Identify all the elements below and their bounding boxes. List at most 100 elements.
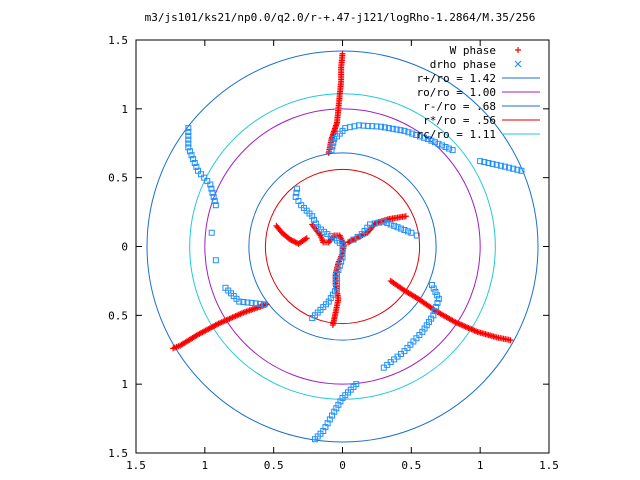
drho-phase-point-111 [431, 308, 438, 315]
drho-phase-point-8 [309, 213, 316, 220]
y-tick-label-2: 0.5 [108, 309, 128, 322]
drho-phase-point-92 [449, 147, 456, 154]
axis-ticks: 1.5 1 0.5 0 0.5 1 1.51.510.500.511.5 [108, 34, 559, 472]
drho-phase-point-173 [191, 159, 198, 166]
drho-phase-point-107 [434, 292, 441, 299]
drho-phase-point-151 [248, 299, 255, 306]
drho-phase-point-152 [244, 299, 251, 306]
legend-label-5: r*/ro = .56 [423, 114, 496, 127]
drho-phase-point-176 [186, 148, 193, 155]
drho-phase-point-19 [339, 242, 346, 249]
legend-label-2: r+/ro = 1.42 [417, 72, 496, 85]
drho-phase-point-106 [432, 288, 439, 295]
drho-phase-point-98 [497, 162, 504, 169]
drho-phase-point-51 [391, 222, 398, 229]
drho-phase-point-163 [211, 198, 218, 205]
drho-phase-points [185, 122, 525, 443]
drho-phase-point-10 [312, 220, 319, 227]
drho-phase-point-89 [439, 142, 446, 149]
x-tick-label-3: 0 [339, 459, 346, 472]
drho-phase-point-58 [328, 147, 335, 154]
drho-phase-point-88 [435, 140, 442, 147]
drho-phase-point-179 [185, 136, 192, 143]
drho-phase-point-93 [477, 158, 484, 165]
drho-phase-point-85 [424, 136, 431, 143]
drho-phase-point-48 [380, 218, 387, 225]
legend-label-4: r-/ro = .68 [423, 100, 496, 113]
drho-phase-point-153 [240, 299, 247, 306]
drho-phase-point-9 [311, 216, 318, 223]
w-phase-point-134 [289, 237, 296, 244]
drho-phase-point-75 [385, 125, 392, 132]
drho-phase-point-164 [210, 193, 217, 200]
w-phase-point-286 [507, 337, 514, 344]
drho-phase-point-168 [204, 178, 211, 185]
x-tick-label-4: 0.5 [401, 459, 421, 472]
drho-phase-point-80 [405, 129, 412, 136]
drho-phase-point-74 [381, 124, 388, 131]
drho-phase-point-78 [397, 127, 404, 134]
drho-phase-point-169 [201, 174, 208, 181]
drho-phase-point-73 [378, 123, 385, 130]
w-phase-point-143 [302, 236, 309, 243]
legend-label-6: rc/ro = 1.11 [417, 128, 496, 141]
drho-phase-point-49 [384, 220, 391, 227]
drho-phase-point-95 [485, 159, 492, 166]
y-tick-label-1: 1 [121, 378, 128, 391]
drho-phase-point-102 [514, 166, 521, 173]
drho-phase-point-55 [404, 228, 411, 235]
reference-circle-1 [204, 108, 481, 385]
drho-phase-point-177 [185, 144, 192, 151]
legend-label-3: ro/ro = 1.00 [417, 86, 496, 99]
drho-phase-point-59 [329, 143, 336, 150]
drho-phase-point-90 [442, 143, 449, 150]
drho-phase-point-69 [360, 122, 367, 129]
y-tick-label-3: 0 [121, 241, 128, 254]
drho-phase-point-161 [208, 229, 215, 236]
drho-phase-point-50 [387, 221, 394, 228]
drho-phase-point-101 [510, 165, 517, 172]
x-tick-label-1: 1 [202, 459, 209, 472]
w-phase-point-78 [329, 321, 336, 328]
drho-phase-point-79 [401, 127, 408, 134]
chart-title: m3/js101/ks21/np0.0/q2.0/r-+.47-j121/log… [145, 11, 536, 24]
drho-phase-point-82 [413, 131, 420, 138]
legend-swatch-0 [515, 47, 521, 53]
y-tick-label-4: 0.5 [108, 172, 128, 185]
x-tick-label-6: 1.5 [539, 459, 559, 472]
drho-phase-point-97 [493, 161, 500, 168]
reference-circle-2 [248, 152, 437, 341]
w-phase-point-349 [170, 345, 177, 352]
x-tick-label-5: 1 [477, 459, 484, 472]
drho-phase-point-170 [198, 171, 205, 178]
drho-phase-point-171 [194, 167, 201, 174]
drho-phase-point-167 [207, 181, 214, 188]
drho-phase-point-56 [408, 229, 415, 236]
x-tick-label-2: 0.5 [264, 459, 284, 472]
drho-phase-point-21 [339, 250, 346, 257]
drho-phase-point-99 [501, 163, 508, 170]
drho-phase-point-24 [336, 262, 343, 269]
w-phase-point-204 [339, 50, 346, 57]
reference-circle-3 [264, 168, 421, 325]
drho-phase-point-166 [208, 185, 215, 192]
w-phase-point-119 [402, 213, 409, 220]
y-tick-label-5: 1 [121, 103, 128, 116]
drho-phase-point-149 [256, 300, 263, 307]
drho-phase-point-72 [373, 123, 380, 130]
x-tick-label-0: 1.5 [126, 459, 146, 472]
drho-phase-point-20 [339, 246, 346, 253]
drho-phase-point-91 [446, 145, 453, 152]
drho-phase-point-180 [185, 132, 192, 139]
drho-phase-point-81 [409, 130, 416, 137]
y-tick-label-0: 1.5 [108, 447, 128, 460]
drho-phase-point-83 [417, 133, 424, 140]
drho-phase-point-53 [398, 225, 405, 232]
drho-phase-point-175 [188, 152, 195, 159]
drho-phase-point-52 [394, 224, 401, 231]
w-phase-point-133 [288, 237, 295, 244]
drho-phase-point-105 [430, 285, 437, 292]
drho-phase-point-86 [428, 137, 435, 144]
